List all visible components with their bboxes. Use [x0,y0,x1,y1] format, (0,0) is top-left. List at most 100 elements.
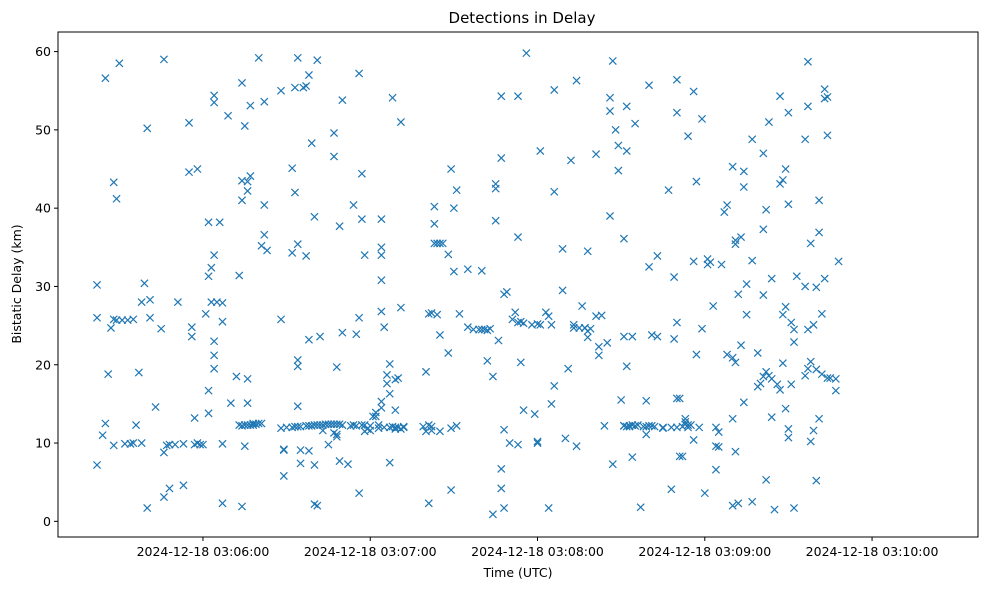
data-point [240,121,249,130]
data-point [519,319,528,328]
data-point [812,365,821,374]
data-point [572,442,581,451]
data-point [544,504,553,513]
data-point [304,446,313,455]
data-point [243,374,252,383]
data-point [628,332,637,341]
data-point [151,403,160,412]
data-point [569,320,578,329]
data-point [444,348,453,358]
data-point [293,53,302,62]
data-point [371,412,380,421]
data-point [650,422,659,431]
data-point [293,402,302,411]
data-point [739,182,748,192]
data-point [519,406,528,415]
data-point [204,272,213,281]
data-point [369,412,378,421]
data-point [279,445,288,454]
data-point [500,504,509,513]
data-point [645,262,654,271]
data-point [293,356,302,365]
data-point [731,447,740,456]
data-point [204,386,213,395]
data-point [815,228,824,237]
data-point [433,310,442,319]
data-point [237,78,247,87]
data-point [140,279,149,288]
data-point [809,320,818,329]
data-point [619,234,628,243]
data-point [254,53,263,62]
y-axis: 0 10 20 30 40 50 60 [35,44,58,529]
data-point [803,102,812,111]
data-point [801,282,810,291]
data-point [605,93,615,102]
data-point [385,458,394,467]
data-point [764,118,773,127]
data-point [572,76,581,85]
data-point [424,309,433,318]
data-point [594,351,603,360]
data-point [583,247,592,256]
y-tick-label: 30 [35,279,51,294]
data-point [338,96,347,105]
data-point [806,437,815,446]
data-point [374,421,383,430]
data-point [533,437,542,446]
data-point [357,215,366,224]
data-point [302,251,311,260]
data-point [784,424,793,433]
data-point [737,341,746,350]
data-point [508,315,517,324]
data-point [257,419,266,428]
data-point [357,421,366,430]
data-point [647,421,656,430]
data-point [98,431,107,440]
data-point [714,442,723,451]
data-point [313,56,322,65]
data-point [279,471,288,480]
data-point [497,92,506,101]
data-point [355,69,364,78]
data-point [636,503,645,512]
data-point [530,410,539,419]
data-point [447,164,456,174]
data-point [377,276,386,285]
data-point [558,244,567,253]
data-point [452,421,461,430]
data-point [692,177,701,186]
data-point [684,421,693,430]
data-point [820,274,829,283]
data-point [101,74,110,83]
data-point [742,280,751,289]
data-point [377,243,386,252]
data-point [670,273,679,282]
data-point [394,374,403,383]
data-point [547,399,556,408]
data-point [293,362,302,371]
data-point [753,348,762,358]
data-point [486,324,495,333]
data-point [382,370,391,379]
data-point [689,257,698,266]
data-point [600,421,609,430]
data-point [728,353,737,362]
data-point [759,149,768,158]
data-point [511,308,520,317]
data-point [329,152,339,161]
data-point [505,439,514,448]
data-point [608,460,617,469]
data-point [684,132,693,141]
data-point [789,325,799,334]
data-point [806,357,815,366]
data-point [316,332,325,341]
data-point [366,426,375,435]
data-point [132,421,141,430]
data-point [558,286,567,295]
data-point [290,188,299,197]
data-point [204,218,213,227]
data-point [653,251,662,260]
data-point [672,394,681,403]
data-point [787,318,796,327]
